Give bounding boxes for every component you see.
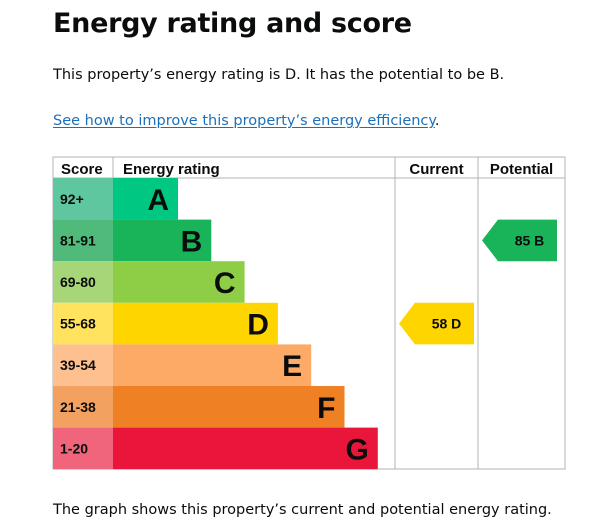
rating-summary: This property’s energy rating is D. It h…: [53, 67, 505, 83]
score-range-d: 55-68: [60, 316, 96, 332]
page-title: Energy rating and score: [53, 8, 412, 39]
score-range-a: 92+: [60, 191, 84, 207]
header-potential: Potential: [490, 161, 553, 178]
chart-caption: The graph shows this property’s current …: [53, 502, 552, 518]
rating-letter-g: G: [345, 433, 368, 466]
potential-rating-arrow: [482, 219, 557, 262]
rating-bar-e: [113, 344, 312, 386]
rating-letter-c: C: [214, 267, 236, 300]
score-cell-b: [53, 219, 113, 262]
score-cell-g: [53, 427, 113, 470]
header-energy-rating: Energy rating: [123, 161, 220, 178]
rating-bar-f: [113, 386, 345, 428]
improve-link-line: See how to improve this property’s energ…: [53, 110, 440, 132]
score-cell-d: [53, 302, 113, 345]
rating-letter-f: F: [317, 392, 335, 425]
rating-letter-d: D: [247, 309, 269, 342]
rating-bar-g: [113, 427, 378, 470]
score-range-b: 81-91: [60, 232, 96, 248]
improve-efficiency-link[interactable]: See how to improve this property’s energ…: [53, 113, 435, 129]
rating-letter-a: A: [147, 184, 169, 217]
link-suffix: .: [434, 113, 440, 129]
header-score: Score: [61, 161, 103, 178]
rating-letter-e: E: [282, 350, 302, 383]
current-rating-arrow: [399, 302, 474, 345]
score-range-e: 39-54: [60, 357, 96, 373]
score-range-c: 69-80: [60, 274, 96, 290]
score-cell-a: [53, 178, 113, 220]
rating-bar-c: [113, 261, 245, 303]
rating-markers: 58 D 85 B: [399, 219, 557, 345]
score-cell-f: [53, 386, 113, 428]
rating-bar-b: [113, 219, 212, 262]
score-range-g: 1-20: [60, 440, 88, 456]
score-cell-c: [53, 261, 113, 303]
rating-letter-b: B: [181, 225, 203, 258]
header-current: Current: [409, 161, 463, 178]
current-rating-label: 58 D: [432, 316, 462, 332]
rating-bar-a: [113, 178, 178, 220]
rating-bar-d: [113, 302, 278, 345]
score-range-f: 21-38: [60, 399, 96, 415]
potential-rating-label: 85 B: [515, 232, 545, 248]
score-cell-e: [53, 344, 113, 386]
rating-bands: 92+ A 81-91 B 69-80 C 55-68 D 39-54 E 21-38 F 1-20 G: [53, 178, 378, 470]
